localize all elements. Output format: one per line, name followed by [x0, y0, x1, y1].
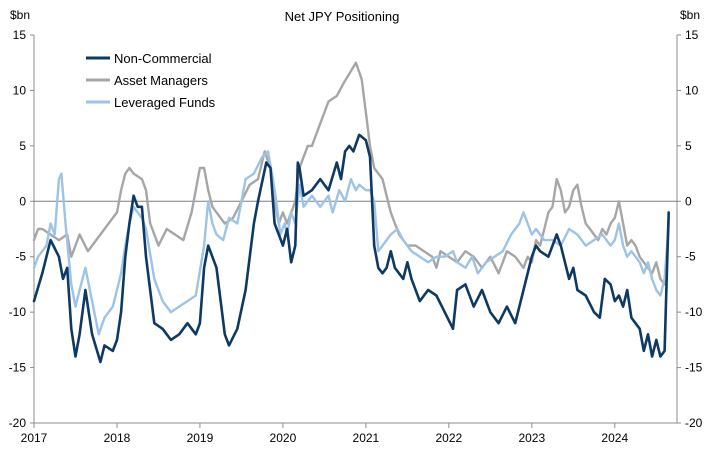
y-tick-label-left: 5 [19, 139, 26, 153]
x-tick-label: 2021 [353, 431, 380, 445]
x-tick-label: 2018 [104, 431, 131, 445]
y-tick-label-left: 0 [19, 194, 26, 208]
y-tick-label-right: 15 [685, 28, 699, 42]
x-tick-label: 2023 [518, 431, 545, 445]
legend-label-leveraged-funds: Leveraged Funds [114, 95, 216, 110]
y-tick-label-left: -5 [15, 250, 26, 264]
x-tick-label: 2017 [21, 431, 48, 445]
y-tick-label-right: 5 [685, 139, 692, 153]
series-lines [32, 61, 670, 364]
series-line-non-commercial [32, 133, 670, 364]
y-tick-label-right: -20 [685, 416, 703, 430]
y-tick-label-right: 0 [685, 194, 692, 208]
y-tick-label-left: 10 [13, 83, 27, 97]
series-line-asset-managers [32, 61, 670, 286]
y-tick-label-right: -15 [685, 361, 703, 375]
y-tick-label-right: -5 [685, 250, 696, 264]
legend: Non-Commercial Asset Managers Leveraged Fu… [86, 51, 216, 110]
x-axis-ticks: 2017 2018 2019 2020 2021 2022 2023 2024 [21, 423, 628, 445]
y-tick-label-right: 10 [685, 83, 699, 97]
y-tick-label-left: -10 [9, 305, 27, 319]
y-axis-ticks: 15 15 10 10 5 5 0 0 -5 -5 -10 -10 -15 -15 -20 -20 [9, 28, 703, 430]
x-tick-label: 2024 [601, 431, 628, 445]
legend-label-non-commercial: Non-Commercial [114, 51, 212, 66]
y-tick-label-left: -20 [9, 416, 27, 430]
chart-title: Net JPY Positioning [285, 9, 400, 24]
series-line-leveraged-funds [32, 150, 670, 336]
x-tick-label: 2019 [187, 431, 214, 445]
x-tick-label: 2022 [435, 431, 462, 445]
right-axis-unit-label: $bn [680, 8, 700, 22]
y-tick-label-left: 15 [13, 28, 27, 42]
y-tick-label-right: -10 [685, 305, 703, 319]
x-tick-label: 2020 [270, 431, 297, 445]
y-tick-label-left: -15 [9, 361, 27, 375]
left-axis-unit-label: $bn [10, 8, 30, 22]
legend-label-asset-managers: Asset Managers [114, 73, 208, 88]
